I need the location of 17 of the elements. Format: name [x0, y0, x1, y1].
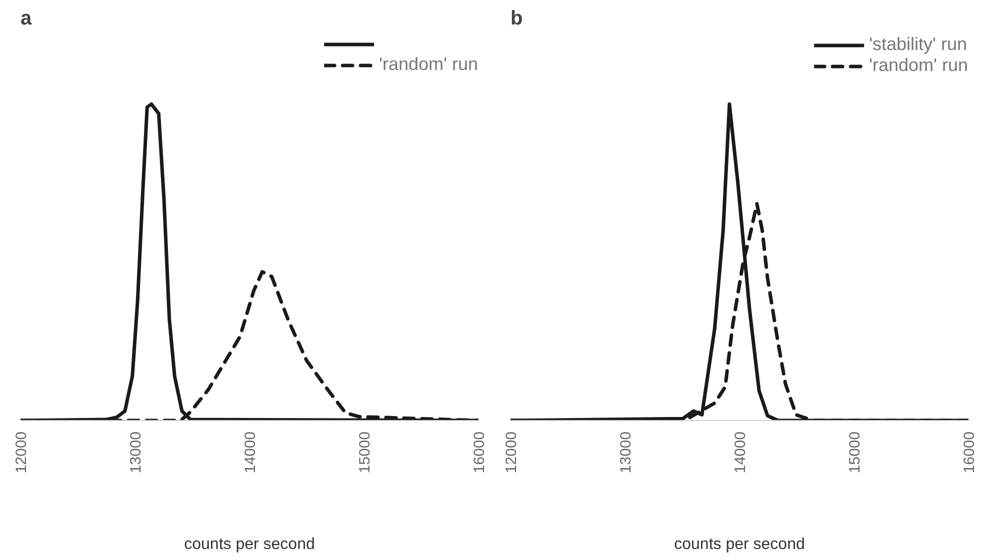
chart-title: a: [20, 8, 32, 30]
x-tick-label: 16000: [961, 431, 978, 474]
legend-label: 'random' run: [869, 55, 968, 76]
x-axis-title: counts per second: [674, 536, 805, 554]
x-tick-label: 14000: [242, 431, 259, 474]
legend-label: 'stability' run: [869, 34, 967, 55]
x-tick-label: 12000: [13, 431, 30, 474]
x-tick-label: 13000: [618, 431, 634, 474]
x-tick-label: 13000: [128, 431, 144, 474]
x-tick-label: 15000: [846, 431, 864, 474]
x-axis-title: counts per second: [184, 536, 315, 554]
x-tick-label: 16000: [471, 431, 488, 474]
x-tick-label: 14000: [732, 431, 749, 474]
x-tick-label: 12000: [503, 431, 520, 474]
chart-title: b: [510, 8, 523, 30]
x-tick-label: 15000: [356, 431, 374, 474]
legend-label: 'random' run: [379, 54, 478, 75]
